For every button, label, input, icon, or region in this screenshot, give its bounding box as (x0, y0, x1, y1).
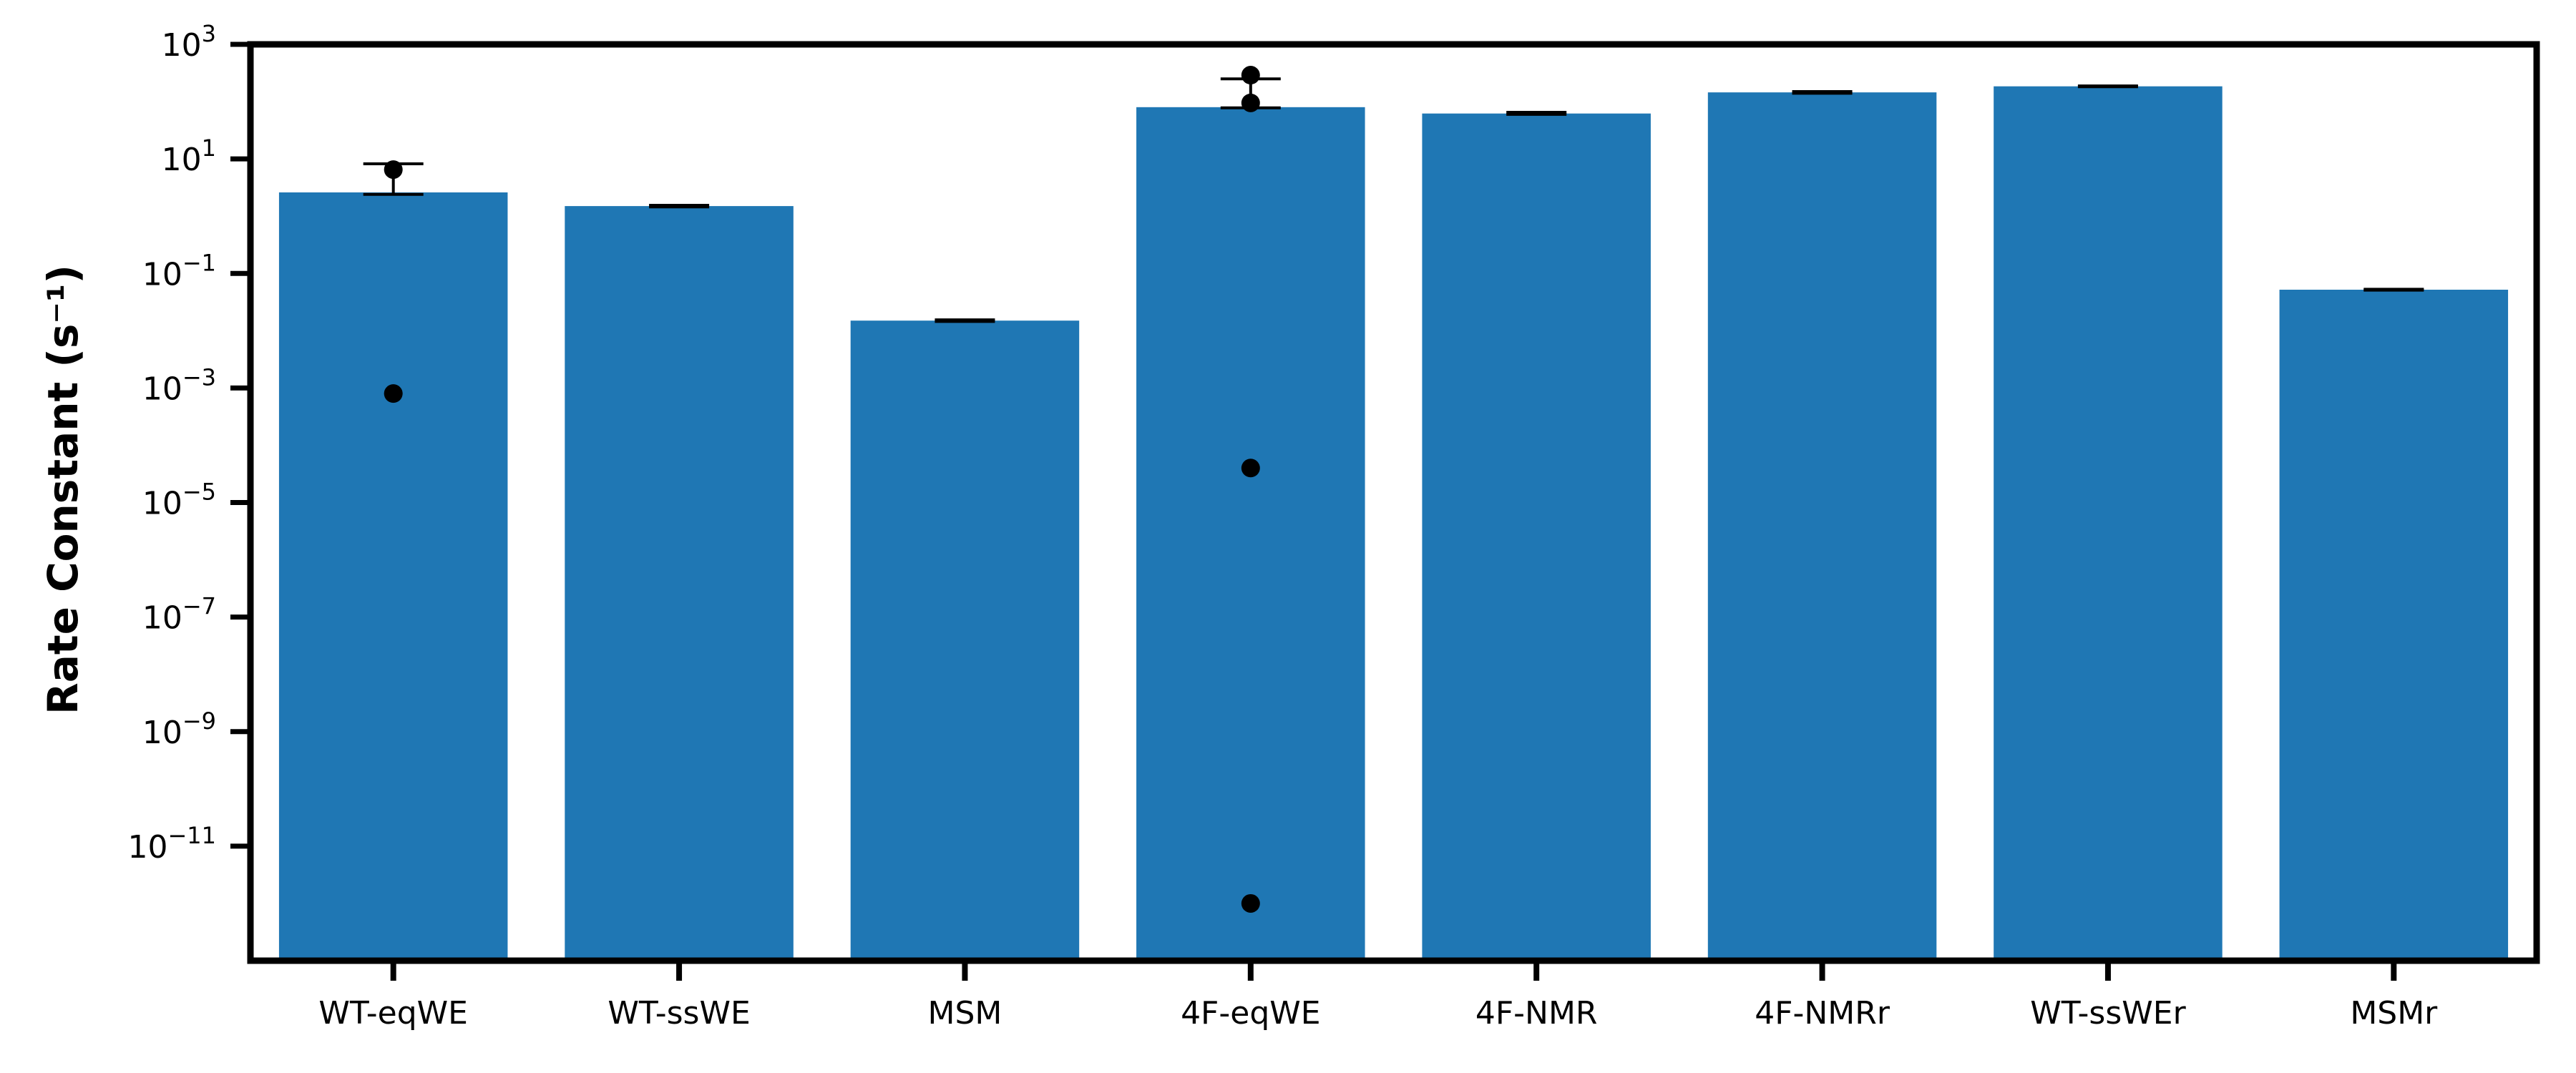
y-tick-label: 10−7 (142, 593, 216, 637)
data-point-4F-eqWE (1241, 459, 1260, 478)
bar-MSM (850, 320, 1080, 961)
y-tick-label: 10−5 (142, 479, 216, 522)
bar-WT-ssWEr (1994, 86, 2223, 961)
error-bars-group (363, 77, 2424, 323)
x-tick-label: 4F-eqWE (1181, 995, 1321, 1032)
y-tick-label: 101 (162, 134, 216, 178)
data-point-4F-eqWE (1241, 93, 1260, 112)
y-axis-label: Rate Constant (s⁻¹) (39, 265, 87, 715)
bar-4F-NMRr (1707, 92, 1937, 961)
x-tick-label: WT-eqWE (318, 995, 468, 1032)
data-point-WT-eqWE (384, 384, 403, 403)
y-tick-label: 10−11 (127, 822, 216, 866)
x-tick-label: 4F-NMRr (1755, 995, 1890, 1032)
data-point-4F-eqWE (1241, 66, 1260, 85)
y-tick-label: 10−3 (142, 363, 216, 407)
data-point-4F-eqWE (1241, 893, 1260, 913)
bar-WT-eqWE (278, 192, 508, 961)
bars-group (278, 86, 2509, 961)
data-point-WT-eqWE (384, 160, 403, 180)
y-tick-label: 103 (162, 20, 216, 64)
data-points-group (384, 66, 1260, 913)
x-tick-label: MSMr (2350, 995, 2438, 1032)
y-tick-label: 10−1 (142, 249, 216, 293)
bar-MSMr (2279, 289, 2509, 961)
x-tick-label: WT-ssWE (608, 995, 750, 1032)
bar-4F-eqWE (1136, 107, 1365, 961)
x-tick-label: 4F-NMR (1475, 995, 1598, 1032)
y-axis: 103 101 10−1 10−3 10−5 10−7 10−9 10−11 (127, 20, 250, 866)
y-tick-label: 10−9 (142, 707, 216, 751)
x-axis: WT-eqWE WT-ssWE MSM 4F-eqWE 4F-NMR 4F-NMRr WT-… (318, 961, 2438, 1032)
bar-4F-NMR (1422, 113, 1651, 961)
x-tick-label: MSM (928, 995, 1002, 1032)
x-tick-label: WT-ssWEr (2030, 995, 2186, 1032)
bar-WT-ssWE (565, 206, 794, 961)
